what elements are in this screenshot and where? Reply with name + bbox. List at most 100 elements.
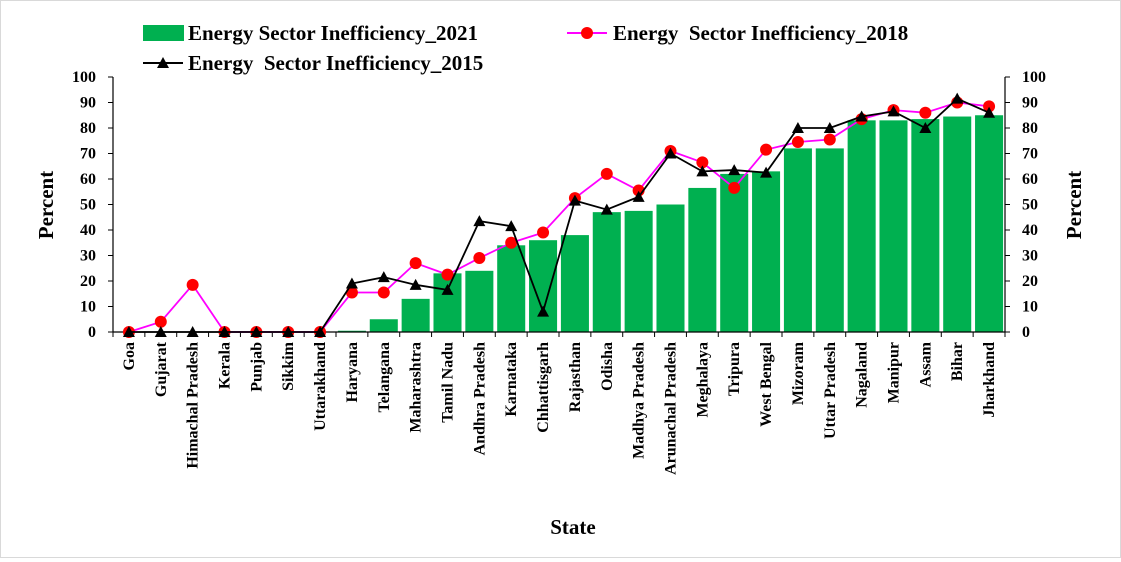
point-2018-tamil-nadu bbox=[441, 268, 454, 281]
bar-2021-tamil-nadu bbox=[433, 273, 462, 332]
y-tick-label-left: 0 bbox=[88, 324, 96, 341]
x-tick-label-mizoram: Mizoram bbox=[790, 341, 807, 405]
legend-label-2015: Energy Sector Inefficiency_2015 bbox=[188, 51, 483, 75]
point-2018-andhra-pradesh bbox=[473, 252, 486, 265]
point-2015-uttarakhand bbox=[314, 326, 327, 337]
bar-2021-haryana bbox=[337, 330, 366, 332]
x-tick-label-himachal-pradesh: Himachal Pradesh bbox=[185, 342, 202, 469]
ticks-group: 0 0 10 10 20 20 30 30 40 40 50 50 60 60 70 70 80 80 90 90 10… bbox=[72, 69, 1046, 341]
y-tick-label-right: 80 bbox=[1022, 120, 1038, 137]
point-2015-punjab bbox=[250, 326, 263, 337]
lines-group bbox=[122, 92, 996, 338]
y-tick-label-right: 50 bbox=[1022, 197, 1038, 214]
x-tick-label-odisha: Odisha bbox=[599, 342, 616, 391]
bar-2021-west-bengal bbox=[752, 171, 781, 332]
y-tick-label-left: 50 bbox=[80, 197, 96, 214]
legend-marker-2015 bbox=[157, 57, 169, 68]
bar-2021-tripura bbox=[720, 173, 749, 332]
y-tick-label-left: 20 bbox=[80, 273, 96, 290]
bar-2021-madhya-pradesh bbox=[624, 210, 653, 333]
point-2015-arunachal-pradesh bbox=[664, 147, 677, 159]
point-2015-andhra-pradesh bbox=[473, 215, 486, 227]
y-tick-label-left: 70 bbox=[80, 146, 96, 163]
bar-2021-manipur bbox=[879, 120, 908, 332]
point-2015-nagaland bbox=[855, 110, 868, 122]
point-2018-mizoram bbox=[791, 136, 804, 149]
bar-2021-rajasthan bbox=[560, 235, 589, 332]
bars-group bbox=[337, 115, 1004, 333]
point-2015-sikkim bbox=[282, 326, 295, 337]
point-2015-tripura bbox=[728, 164, 741, 176]
y-tick-label-right: 40 bbox=[1022, 222, 1038, 239]
bar-2021-nagaland bbox=[847, 120, 876, 332]
y-axis-title-left: Percent bbox=[34, 171, 58, 239]
x-tick-label-jharkhand: Jharkhand bbox=[981, 342, 998, 418]
point-2015-chhattisgarh bbox=[537, 305, 550, 317]
point-2018-karnataka bbox=[505, 236, 518, 249]
y-tick-label-left: 40 bbox=[80, 222, 96, 239]
point-2018-maharashtra bbox=[409, 257, 422, 270]
legend-label-2021: Energy Sector Inefficiency_2021 bbox=[188, 21, 478, 45]
x-tick-label-tripura: Tripura bbox=[726, 342, 743, 396]
point-2015-assam bbox=[919, 122, 932, 133]
y-tick-label-right: 10 bbox=[1022, 299, 1038, 316]
y-tick-label-left: 90 bbox=[80, 95, 96, 112]
x-tick-label-gujarat: Gujarat bbox=[153, 341, 170, 397]
point-2015-mizoram bbox=[791, 122, 804, 133]
legend-label-2018: Energy Sector Inefficiency_2018 bbox=[613, 21, 908, 45]
y-tick-label-right: 20 bbox=[1022, 273, 1038, 290]
point-2015-madhya-pradesh bbox=[632, 190, 645, 202]
x-tick-label-andhra-pradesh: Andhra Pradesh bbox=[471, 342, 488, 455]
x-axis-title: State bbox=[550, 515, 596, 539]
point-2018-jharkhand bbox=[983, 100, 996, 113]
bar-2021-karnataka bbox=[497, 245, 526, 332]
point-2015-maharashtra bbox=[409, 278, 422, 290]
bar-2021-uttar-pradesh bbox=[815, 148, 844, 332]
point-2015-karnataka bbox=[505, 220, 518, 232]
point-2018-telangana bbox=[377, 286, 390, 299]
x-tick-label-bihar: Bihar bbox=[949, 342, 966, 381]
bar-2021-arunachal-pradesh bbox=[656, 204, 685, 332]
y-tick-label-right: 30 bbox=[1022, 248, 1038, 265]
point-2018-gujarat bbox=[154, 315, 167, 328]
point-2018-west-bengal bbox=[760, 143, 773, 156]
point-2015-jharkhand bbox=[983, 106, 996, 118]
bar-2021-maharashtra bbox=[401, 298, 430, 332]
point-2018-uttar-pradesh bbox=[823, 133, 836, 146]
bar-2021-andhra-pradesh bbox=[465, 270, 494, 332]
bar-2021-odisha bbox=[592, 212, 621, 332]
x-tick-label-chhattisgarh: Chhattisgarh bbox=[535, 342, 552, 433]
bar-2021-jharkhand bbox=[975, 115, 1004, 332]
point-2015-himachal-pradesh bbox=[186, 326, 199, 337]
point-2015-gujarat bbox=[154, 326, 167, 337]
point-2018-chhattisgarh bbox=[537, 226, 550, 239]
y-tick-label-left: 10 bbox=[80, 299, 96, 316]
y-tick-label-left: 100 bbox=[72, 69, 96, 86]
bar-2021-telangana bbox=[369, 319, 398, 332]
x-tick-label-nagaland: Nagaland bbox=[854, 342, 871, 408]
x-tick-label-rajasthan: Rajasthan bbox=[567, 342, 584, 412]
bar-2021-bihar bbox=[943, 116, 972, 332]
x-tick-label-arunachal-pradesh: Arunachal Pradesh bbox=[663, 342, 680, 475]
x-tick-label-meghalaya: Meghalaya bbox=[694, 342, 711, 418]
point-2015-uttar-pradesh bbox=[823, 122, 836, 133]
point-2015-goa bbox=[122, 326, 135, 337]
point-2015-haryana bbox=[345, 277, 358, 289]
x-tick-label-uttarakhand: Uttarakhand bbox=[312, 342, 329, 431]
bar-2021-assam bbox=[911, 119, 940, 332]
point-2015-meghalaya bbox=[696, 165, 709, 177]
bar-2021-meghalaya bbox=[688, 187, 717, 332]
x-tick-label-manipur: Manipur bbox=[886, 342, 903, 403]
y-tick-label-right: 0 bbox=[1022, 324, 1030, 341]
point-2015-west-bengal bbox=[760, 166, 773, 178]
x-tick-label-sikkim: Sikkim bbox=[280, 341, 297, 391]
legend-swatch-2021 bbox=[143, 25, 184, 41]
y-tick-label-left: 30 bbox=[80, 248, 96, 265]
y-tick-label-right: 60 bbox=[1022, 171, 1038, 188]
point-2015-tamil-nadu bbox=[441, 283, 454, 295]
series-line-2015 bbox=[128, 97, 990, 333]
x-tick-label-punjab: Punjab bbox=[248, 342, 265, 392]
point-2015-rajasthan bbox=[568, 194, 581, 206]
